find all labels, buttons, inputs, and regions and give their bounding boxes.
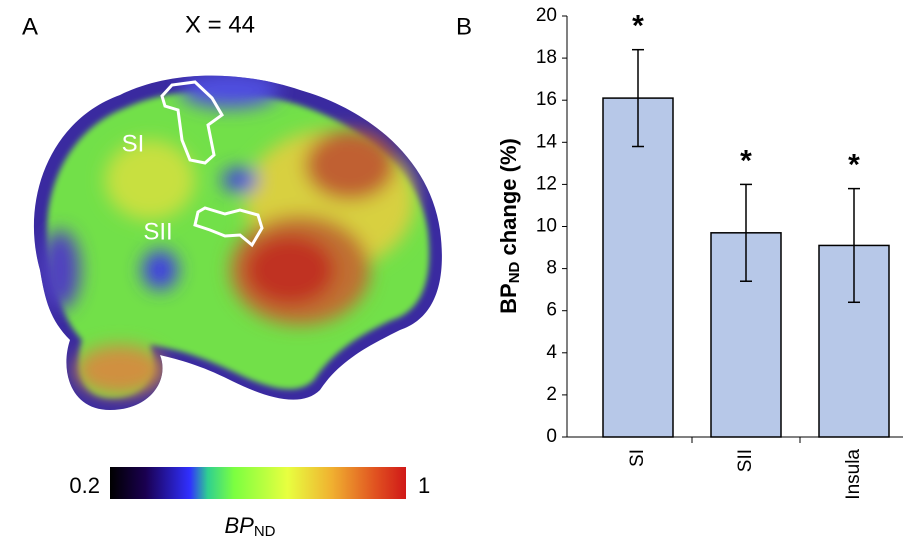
panel-letter: B: [456, 13, 472, 40]
y-tick-label: 18: [536, 47, 557, 68]
x-tick-label: SI: [627, 449, 648, 467]
bar: [603, 98, 673, 437]
y-tick-label: 8: [546, 258, 557, 279]
y-tick-label: 10: [536, 216, 557, 237]
region-label: SII: [143, 218, 172, 245]
colorbar: [110, 467, 406, 499]
brain-image: [34, 72, 442, 410]
y-tick-label: 6: [546, 300, 557, 321]
significance-marker: *: [632, 10, 644, 43]
colorbar-tick-label: 0.2: [69, 473, 100, 498]
x-tick-label: SII: [735, 449, 756, 472]
y-tick-label: 20: [536, 5, 557, 26]
y-tick-label: 0: [546, 426, 557, 447]
significance-marker: *: [848, 149, 860, 182]
significance-marker: *: [740, 144, 752, 177]
y-tick-label: 16: [536, 89, 557, 110]
y-tick-label: 12: [536, 173, 557, 194]
x-tick-label: Insula: [843, 449, 864, 500]
slice-title: X = 44: [185, 11, 255, 38]
colorbar-tick-label: 1: [418, 473, 430, 498]
figure: A X = 44 SI SII BPND B BPND change (%) 0…: [0, 0, 904, 542]
colorbar-label: BPND: [224, 513, 275, 540]
y-tick-label: 14: [536, 131, 558, 152]
y-tick-label: 2: [546, 384, 557, 405]
y-axis-label: BPND change (%): [496, 138, 523, 314]
panel-letter: A: [22, 13, 38, 40]
y-tick-label: 4: [546, 342, 557, 363]
region-label: SI: [122, 130, 145, 157]
